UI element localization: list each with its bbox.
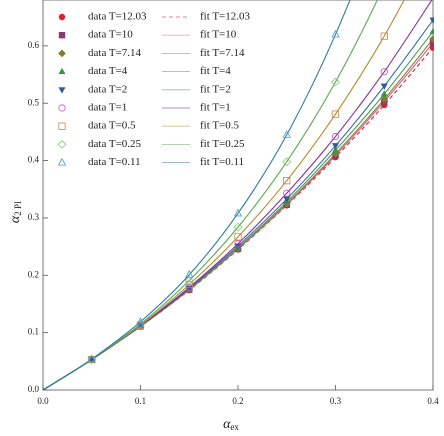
legend-marker	[57, 157, 67, 166]
data-point	[283, 196, 291, 203]
data-point	[331, 146, 340, 153]
data-point	[429, 39, 434, 47]
y-tick-label: 0.6	[28, 40, 40, 50]
legend-label: data T=2	[88, 83, 127, 95]
data-point	[185, 280, 193, 289]
legend-marker	[58, 122, 66, 130]
legend-label: data T=4	[88, 65, 128, 77]
data-point	[233, 222, 243, 232]
data-point	[331, 143, 340, 150]
legend-label: fit T=1	[200, 102, 231, 114]
data-point	[380, 95, 389, 104]
legend-marker	[58, 49, 66, 58]
data-point	[282, 157, 292, 167]
legend-marker	[58, 13, 66, 21]
y-tick-label: 0.4	[28, 155, 40, 165]
data-point	[283, 189, 291, 197]
data-point	[87, 354, 96, 362]
fit-line	[43, 0, 351, 391]
data-point	[380, 83, 388, 90]
y-tick-label: 0.5	[28, 97, 40, 107]
data-point	[283, 177, 291, 185]
legend-label: fit T=0.25	[200, 138, 245, 150]
data-point	[185, 270, 194, 278]
legend-marker	[58, 67, 66, 75]
data-point	[282, 130, 291, 138]
data-point	[87, 355, 97, 365]
x-tick-label: 0.0	[37, 396, 49, 406]
data-point	[331, 29, 340, 38]
legend-label: data T=7.14	[88, 47, 142, 59]
data-point	[429, 17, 434, 24]
legend-label: data T=10	[88, 29, 133, 41]
data-point	[233, 208, 243, 217]
x-tick-label: 0.4	[427, 396, 439, 406]
data-point	[331, 132, 340, 141]
legend-label: fit T=7.14	[200, 47, 245, 59]
legend-label: fit T=12.03	[200, 11, 250, 23]
x-axis-label: αex	[223, 417, 239, 432]
legend-label: fit T=0.5	[200, 120, 239, 132]
legend-label: data T=0.5	[88, 120, 136, 132]
plot-area	[43, 0, 434, 391]
y-tick-label: 0.2	[28, 269, 39, 279]
legend-label: fit T=2	[200, 83, 231, 95]
legend-label: fit T=10	[200, 29, 237, 41]
data-point	[380, 68, 388, 76]
data-point	[331, 110, 340, 118]
legend-label: data T=1	[88, 102, 127, 114]
legend-marker	[58, 87, 66, 94]
data-point	[331, 77, 340, 87]
data-point	[234, 233, 242, 241]
fit-line	[43, 0, 378, 391]
data-point	[184, 276, 194, 285]
y-tick-label: 0.0	[28, 384, 40, 394]
legend-label: data T=0.11	[88, 156, 141, 168]
legend-label: data T=0.25	[88, 138, 142, 150]
y-axis-label: α2 PI	[8, 201, 23, 223]
data-point	[380, 90, 388, 97]
x-tick-label: 0.2	[232, 396, 243, 406]
legend-label: data T=12.03	[88, 11, 147, 23]
x-tick-label: 0.1	[135, 396, 146, 406]
data-point	[136, 323, 145, 331]
data-point	[234, 240, 242, 248]
data-point	[380, 32, 388, 40]
legend-label: fit T=0.11	[200, 156, 244, 168]
data-point	[136, 317, 145, 325]
data-point	[88, 356, 96, 364]
data-point	[429, 27, 434, 35]
y-tick-label: 0.1	[28, 327, 39, 337]
legend-marker	[57, 139, 67, 149]
legend-marker	[58, 104, 66, 112]
y-tick-label: 0.3	[28, 212, 40, 222]
legend-marker	[58, 32, 66, 39]
legend-label: fit T=4	[200, 65, 231, 77]
data-point	[429, 35, 434, 43]
x-tick-label: 0.3	[330, 396, 342, 406]
